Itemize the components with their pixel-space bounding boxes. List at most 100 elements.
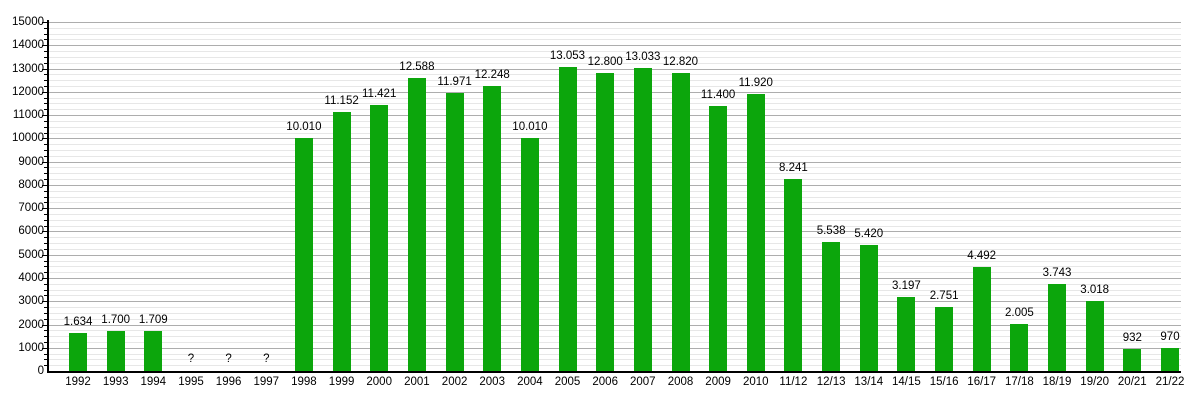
gridline-major: [49, 208, 1181, 210]
gridline-minor: [49, 318, 1181, 320]
y-tick: [44, 173, 47, 175]
gridline-minor: [49, 312, 1181, 314]
y-tick: [44, 225, 47, 227]
bar-value-label: 13.033: [625, 50, 661, 63]
gridline-major: [49, 161, 1181, 163]
y-tick: [44, 213, 47, 215]
bar: [1161, 348, 1179, 371]
y-tick: [44, 248, 47, 250]
bar-value-label: 932: [1122, 332, 1142, 345]
bar-value-label: 11.152: [324, 94, 359, 107]
x-axis-label: 19/20: [1080, 376, 1110, 388]
x-axis-label: 2002: [441, 376, 468, 388]
bar: [144, 331, 163, 371]
bar: [106, 331, 125, 371]
y-tick: [44, 56, 47, 58]
bar: [972, 266, 991, 371]
bar-value-label: 2.751: [929, 290, 959, 302]
y-axis-label: 9000: [18, 155, 44, 168]
y-tick: [44, 318, 47, 320]
bar: [294, 138, 313, 371]
x-axis-label: 2009: [705, 376, 731, 388]
bar-value-label: 12.588: [399, 61, 435, 74]
y-tick: [44, 341, 47, 343]
gridline-minor: [49, 39, 1181, 41]
bar: [1048, 283, 1066, 371]
gridline-major: [49, 22, 1181, 23]
y-tick: [42, 231, 47, 233]
gridline-minor: [49, 179, 1181, 180]
bar-value-label: 12.820: [662, 55, 699, 68]
y-tick: [42, 161, 47, 163]
gridline-minor: [49, 80, 1181, 82]
x-axis-label: 1995: [178, 376, 204, 388]
gridline-minor: [49, 109, 1181, 111]
gridline-minor: [49, 74, 1181, 76]
bar: [897, 296, 916, 371]
y-axis-label: 1000: [18, 341, 44, 354]
gridline-minor: [49, 213, 1181, 215]
y-tick: [44, 126, 47, 128]
gridline-minor: [49, 155, 1181, 157]
y-tick: [44, 120, 47, 122]
x-axis-label: 14/15: [892, 376, 921, 388]
y-tick: [44, 260, 47, 262]
x-axis-label: 18/19: [1042, 376, 1072, 388]
bar-value-label: 10.010: [512, 121, 548, 134]
x-axis-label: 16/17: [967, 376, 997, 388]
bar-value-label: 1.634: [63, 316, 93, 328]
bar-value-label: 5.538: [816, 225, 846, 238]
y-tick: [42, 184, 47, 186]
gridline-major: [49, 184, 1181, 186]
gridline-major: [49, 231, 1181, 233]
y-axis-label: 15000: [12, 16, 44, 28]
gridline-minor: [49, 51, 1181, 53]
bar: [445, 92, 464, 371]
y-tick: [44, 74, 47, 76]
gridline-minor: [49, 365, 1181, 367]
y-axis-label: 4000: [18, 271, 44, 284]
bar-value-label: 12.248: [474, 69, 510, 81]
bar-value-label: 3.743: [1042, 266, 1072, 279]
bar-value-label: ?: [263, 353, 270, 365]
bar: [935, 307, 954, 371]
x-axis: [47, 371, 1181, 373]
gridline-major: [49, 254, 1181, 256]
y-tick: [44, 359, 47, 361]
bar: [859, 244, 878, 371]
y-axis-label: 7000: [18, 202, 44, 215]
y-tick: [44, 307, 47, 308]
y-tick: [44, 80, 47, 82]
gridline-minor: [49, 295, 1181, 297]
x-axis-label: 1998: [291, 376, 317, 388]
bar-value-label: 1.700: [101, 314, 131, 327]
y-tick: [44, 51, 47, 53]
y-axis-label: 10000: [12, 132, 44, 145]
gridline-minor: [49, 237, 1181, 239]
gridline-minor: [49, 260, 1181, 262]
y-axis-label: 13000: [12, 62, 44, 75]
bar: [596, 73, 615, 371]
y-tick: [44, 86, 47, 87]
x-axis-label: 15/16: [929, 376, 959, 388]
gridline-minor: [49, 62, 1181, 64]
x-axis-label: 21/22: [1155, 376, 1185, 388]
x-axis-label: 20/21: [1117, 376, 1147, 388]
y-tick: [44, 27, 47, 29]
y-tick: [42, 22, 47, 23]
y-tick: [44, 237, 47, 239]
y-tick: [44, 295, 47, 297]
y-tick: [44, 150, 47, 151]
gridline-minor: [49, 120, 1181, 122]
y-tick: [42, 68, 47, 70]
bar-value-label: 13.053: [549, 50, 586, 63]
y-tick: [44, 196, 47, 198]
gridline-minor: [49, 307, 1181, 308]
y-axis-label: 12000: [12, 85, 44, 98]
y-tick: [42, 45, 47, 47]
gridline-minor: [49, 330, 1181, 332]
gridline-minor: [49, 336, 1181, 338]
gridline-major: [49, 45, 1181, 47]
bar: [633, 67, 652, 371]
